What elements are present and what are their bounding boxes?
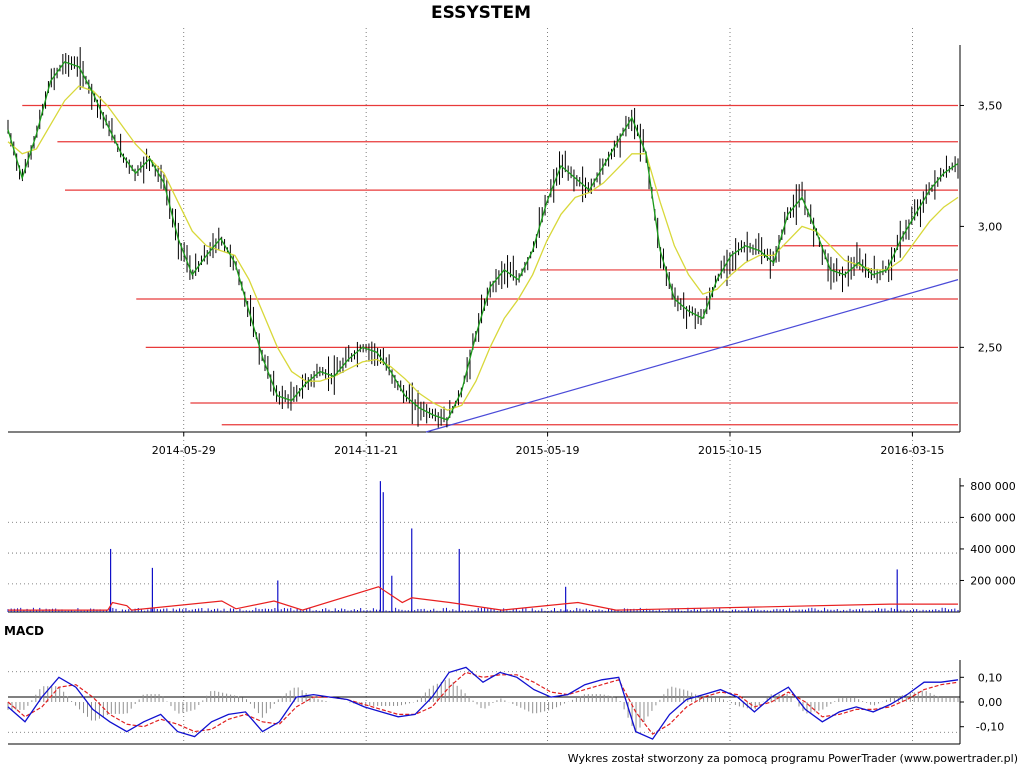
trend-line — [425, 279, 959, 433]
moving-average-fast — [7, 61, 959, 421]
volume-tick-label: 200 000 — [970, 574, 1016, 587]
macd-y-tick-labels: 0,10 0,00 -0,10 — [960, 671, 1004, 734]
volume-tick-label: 400 000 — [970, 543, 1016, 556]
date-tick-label: 2016-03-15 — [880, 444, 944, 457]
price-tick-label: 3,50 — [978, 99, 1003, 112]
volume-tick-label: 600 000 — [970, 511, 1016, 524]
date-x-tick-labels: 2014-05-29 2014-11-21 2015-05-19 2015-10-15… — [152, 432, 944, 457]
macd-pane-label: MACD — [4, 624, 44, 638]
horizontal-level-lines — [22, 104, 958, 426]
macd-tick-label: -0,10 — [976, 721, 1004, 734]
macd-line — [7, 666, 959, 740]
date-tick-label: 2015-05-19 — [516, 444, 580, 457]
grid-lines — [8, 28, 958, 744]
macd-signal-line — [7, 671, 959, 735]
chart-title: ESSYSTEM — [431, 3, 531, 23]
date-tick-label: 2014-05-29 — [152, 444, 216, 457]
price-tick-label: 3,00 — [978, 220, 1003, 233]
volume-bars — [7, 481, 959, 612]
moving-average-slow — [7, 85, 959, 411]
macd-tick-label: 0,10 — [978, 671, 1003, 684]
date-tick-label: 2014-11-21 — [334, 444, 398, 457]
volume-tick-label: 800 000 — [970, 480, 1016, 493]
price-tick-label: 2,50 — [978, 341, 1003, 354]
volume-average-line — [7, 586, 958, 611]
volume-y-tick-labels: 800 000 600 000 400 000 200 000 — [960, 480, 1016, 587]
date-tick-label: 2015-10-15 — [698, 444, 762, 457]
footer-credit: Wykres został stworzony za pomocą progra… — [568, 752, 1018, 765]
macd-tick-label: 0,00 — [978, 696, 1003, 709]
price-y-tick-labels: 3,50 3,00 2,50 — [960, 99, 1002, 354]
macd-histogram — [7, 678, 959, 734]
price-candles — [7, 47, 959, 428]
